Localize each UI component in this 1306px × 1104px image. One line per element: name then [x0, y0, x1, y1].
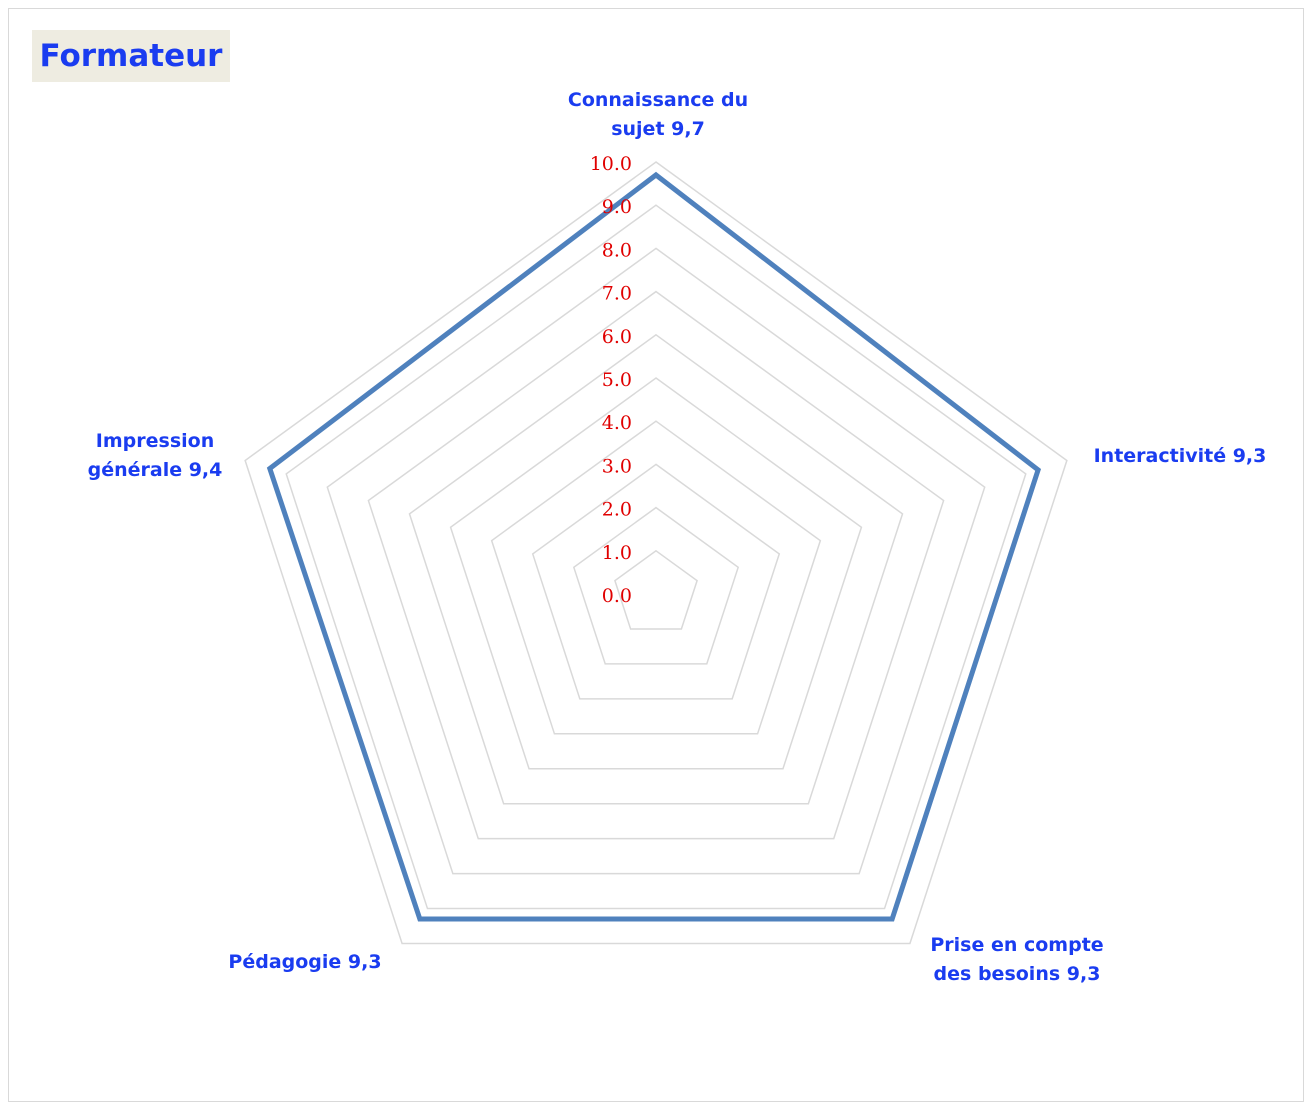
- axis-tick-label: 6.0: [602, 326, 632, 348]
- grid-ring: [285, 204, 1027, 910]
- grid-ring: [326, 247, 986, 875]
- grid-ring: [572, 506, 740, 665]
- axis-tick-label: 10.0: [590, 153, 632, 175]
- axis-tick-label: 2.0: [602, 499, 632, 521]
- axis-tick-label: 9.0: [602, 196, 632, 218]
- axis-tick-label: 3.0: [602, 455, 632, 477]
- category-label: Interactivité 9,3: [1093, 445, 1267, 467]
- grid-ring: [244, 161, 1068, 945]
- category-label: Pédagogie 9,3: [228, 951, 382, 973]
- chart-title: Formateur: [32, 30, 230, 82]
- grid-ring: [531, 463, 781, 700]
- axis-tick-label: 0.0: [602, 585, 632, 607]
- axis-tick-label: 1.0: [602, 542, 632, 564]
- category-label: Prise en compte des besoins 9,3: [930, 934, 1104, 985]
- grid-ring: [449, 377, 863, 770]
- axis-tick-label: 8.0: [602, 239, 632, 261]
- grid-ring: [408, 333, 904, 805]
- category-label: Connaissance du sujet 9,7: [567, 89, 749, 140]
- axis-tick-label: 5.0: [602, 369, 632, 391]
- grid-ring: [490, 420, 822, 735]
- data-line: [266, 171, 1042, 922]
- chart-frame: [8, 8, 1304, 1102]
- axis-tick-label: 7.0: [602, 283, 632, 305]
- grid-ring: [614, 549, 698, 630]
- axis-tick-label: 4.0: [602, 412, 632, 434]
- grid-ring: [367, 290, 945, 840]
- category-label: Impression générale 9,4: [87, 430, 223, 481]
